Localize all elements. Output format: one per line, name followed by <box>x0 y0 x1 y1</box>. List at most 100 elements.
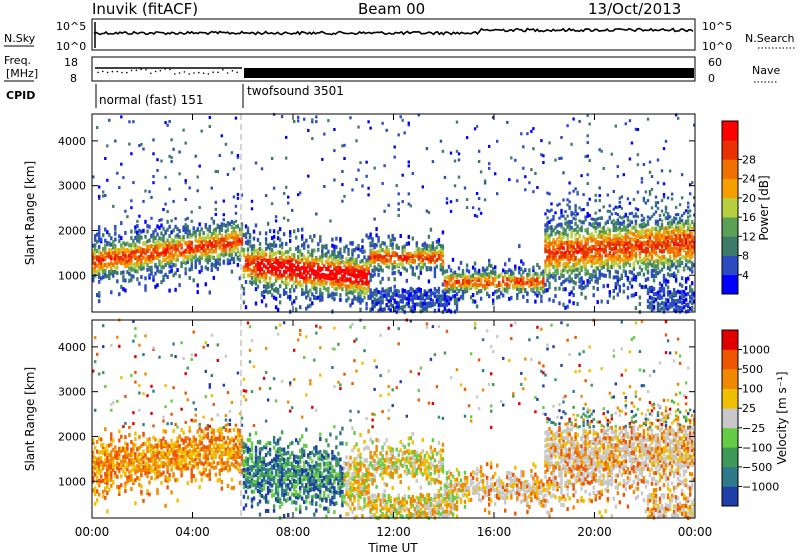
heatmap-cell <box>417 256 421 261</box>
heatmap-cell <box>110 462 113 467</box>
heatmap-cell <box>214 243 218 248</box>
heatmap-cell <box>367 120 370 124</box>
freq-label-line1: Freq. <box>4 54 31 67</box>
heatmap-cell <box>634 258 638 262</box>
heatmap-cell <box>268 246 272 251</box>
heatmap-cell <box>327 255 330 260</box>
heatmap-cell <box>210 333 214 337</box>
heatmap-cell <box>94 265 97 269</box>
freq-point <box>207 73 210 75</box>
heatmap-cell <box>664 238 668 243</box>
heatmap-cell <box>285 270 288 275</box>
heatmap-cell <box>644 249 648 254</box>
heatmap-cell <box>92 271 95 275</box>
heatmap-cell <box>104 452 107 457</box>
heatmap-cell <box>618 225 622 230</box>
heatmap-cell <box>287 274 290 279</box>
heatmap-cell <box>592 285 595 290</box>
heatmap-cell <box>142 460 145 465</box>
heatmap-cell <box>309 261 312 266</box>
heatmap-cell <box>676 305 680 310</box>
heatmap-cell <box>282 292 286 296</box>
heatmap-cell <box>256 459 260 464</box>
heatmap-cell <box>383 249 386 254</box>
heatmap-cell <box>226 227 230 232</box>
heatmap-cell <box>276 266 280 271</box>
heatmap-cell <box>307 129 310 132</box>
heatmap-cell <box>486 280 489 285</box>
heatmap-cell <box>395 288 398 293</box>
heatmap-cell <box>222 199 226 203</box>
heatmap-cell <box>584 256 587 261</box>
heatmap-cell <box>586 247 589 252</box>
heatmap-cell <box>188 257 191 262</box>
heatmap-cell <box>156 466 159 471</box>
heatmap-cell <box>568 243 571 247</box>
heatmap-cell <box>176 268 179 273</box>
heatmap-cell <box>620 273 624 278</box>
heatmap-cell <box>670 273 674 277</box>
colorbar-segment <box>722 140 738 160</box>
heatmap-cell <box>313 286 316 291</box>
heatmap-cell <box>202 467 205 472</box>
heatmap-cell <box>305 288 308 293</box>
heatmap-cell <box>208 254 212 259</box>
heatmap-cell <box>236 438 240 443</box>
heatmap-cell <box>114 270 117 274</box>
heatmap-cell <box>349 257 352 261</box>
heatmap-cell <box>662 182 666 186</box>
heatmap-cell <box>377 253 380 258</box>
heatmap-cell <box>546 216 549 220</box>
heatmap-cell <box>196 455 199 460</box>
heatmap-cell <box>323 277 326 282</box>
heatmap-cell <box>433 302 437 306</box>
heatmap-cell <box>419 303 423 308</box>
heatmap-cell <box>650 274 654 278</box>
heatmap-cell <box>449 200 453 204</box>
heatmap-cell <box>242 441 246 446</box>
heatmap-cell <box>244 398 248 402</box>
heatmap-cell <box>102 275 105 280</box>
heatmap-cell <box>333 276 336 280</box>
heatmap-cell <box>218 433 222 438</box>
heatmap-cell <box>158 470 161 475</box>
heatmap-cell <box>638 223 642 228</box>
heatmap-cell <box>407 304 411 308</box>
heatmap-cell <box>674 309 678 314</box>
heatmap-cell <box>451 275 455 280</box>
colorbar-segment <box>722 217 738 237</box>
heatmap-cell <box>319 278 322 283</box>
heatmap-cell <box>554 269 557 274</box>
nsky-tick-low: 10^0 <box>56 40 86 53</box>
heatmap-cell <box>240 453 244 458</box>
heatmap-cell <box>445 302 449 307</box>
heatmap-cell <box>445 309 449 314</box>
heatmap-cell <box>238 433 242 438</box>
heatmap-cell <box>622 219 626 224</box>
heatmap-cell <box>447 287 451 292</box>
heatmap-cell <box>341 259 344 264</box>
heatmap-cell <box>262 482 266 487</box>
heatmap-cell <box>459 260 463 265</box>
heatmap-cell <box>108 487 111 492</box>
heatmap-cell <box>144 251 147 256</box>
heatmap-cell <box>303 262 306 267</box>
heatmap-cell <box>299 280 302 285</box>
heatmap-cell <box>337 261 340 266</box>
heatmap-cell <box>236 155 240 159</box>
heatmap-cell <box>254 453 258 457</box>
heatmap-cell <box>230 234 234 239</box>
heatmap-cell <box>624 254 628 259</box>
heatmap-cell <box>218 240 222 245</box>
heatmap-cell <box>684 251 688 256</box>
heatmap-cell <box>168 270 171 274</box>
heatmap-cell <box>192 278 195 283</box>
heatmap-cell <box>678 234 682 238</box>
heatmap-cell <box>670 303 674 308</box>
heatmap-cell <box>98 456 101 461</box>
heatmap-cell <box>614 255 618 260</box>
heatmap-cell <box>461 292 465 297</box>
heatmap-cell <box>435 251 439 256</box>
heatmap-cell <box>381 248 384 252</box>
heatmap-cell <box>262 466 266 471</box>
